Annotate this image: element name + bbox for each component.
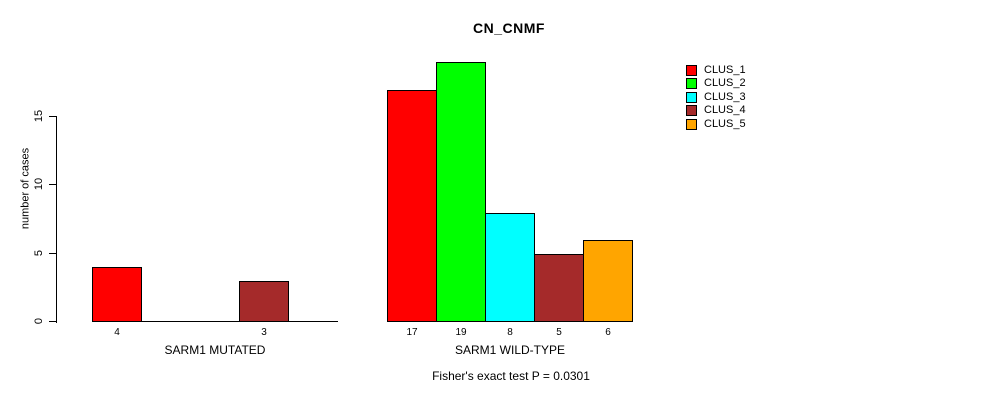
y-axis-line bbox=[56, 116, 57, 323]
legend-swatch-clus_1 bbox=[686, 64, 697, 76]
y-axis-tick bbox=[49, 184, 57, 185]
fisher-test-annotation: Fisher's exact test P = 0.0301 bbox=[432, 369, 590, 383]
group-label-sarm1-mutated: SARM1 MUTATED bbox=[164, 343, 266, 357]
legend-label: CLUS_5 bbox=[704, 118, 746, 130]
legend-label: CLUS_4 bbox=[704, 104, 746, 116]
group-label-sarm1-wild-type: SARM1 WILD-TYPE bbox=[454, 343, 565, 357]
chart-title: CN_CNMF bbox=[473, 20, 545, 36]
legend-item: CLUS_3 bbox=[686, 91, 746, 103]
legend-label: CLUS_2 bbox=[704, 77, 746, 89]
bar-value-label: 19 bbox=[455, 327, 467, 338]
bar-clus_5 bbox=[583, 240, 633, 322]
bar-value-label: 4 bbox=[114, 327, 120, 338]
legend-item: CLUS_5 bbox=[686, 118, 746, 130]
bar-value-label: 6 bbox=[605, 327, 611, 338]
legend-item: CLUS_4 bbox=[686, 104, 746, 116]
y-axis-tick bbox=[49, 253, 57, 254]
y-axis-tick bbox=[49, 116, 57, 117]
bar-clus_4 bbox=[534, 254, 584, 322]
legend-item: CLUS_1 bbox=[686, 64, 746, 76]
bar-value-label: 8 bbox=[507, 327, 513, 338]
legend-swatch-clus_2 bbox=[686, 77, 697, 89]
bar-clus_4 bbox=[239, 281, 289, 322]
legend-label: CLUS_1 bbox=[704, 64, 746, 76]
bar-clus_1 bbox=[92, 267, 142, 322]
x-axis-baseline bbox=[92, 321, 338, 322]
legend-swatch-clus_4 bbox=[686, 104, 697, 116]
bar-clus_2 bbox=[436, 62, 486, 322]
legend-label: CLUS_3 bbox=[704, 91, 746, 103]
y-axis-tick bbox=[49, 321, 57, 322]
bar-value-label: 17 bbox=[406, 327, 418, 338]
bar-value-label: 3 bbox=[261, 327, 267, 338]
legend-item: CLUS_2 bbox=[686, 77, 746, 89]
legend-swatch-clus_5 bbox=[686, 118, 697, 130]
bar-value-label: 5 bbox=[556, 327, 562, 338]
bar-clus_1 bbox=[387, 90, 437, 322]
legend-swatch-clus_3 bbox=[686, 91, 697, 103]
